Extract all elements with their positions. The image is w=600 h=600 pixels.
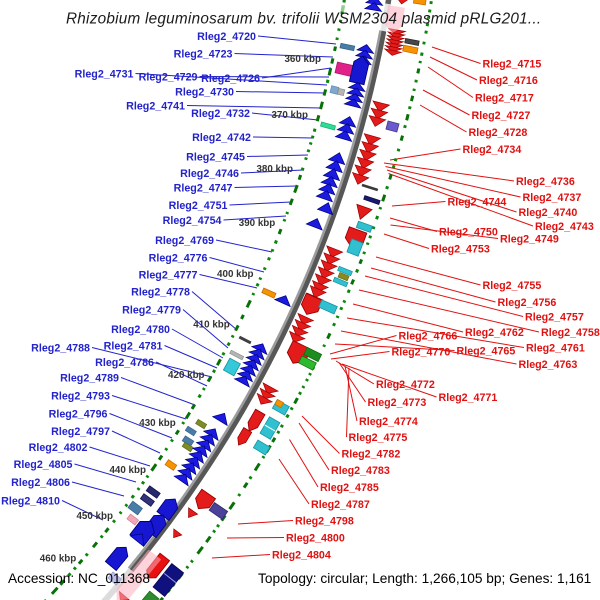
svg-text:370 kbp: 370 kbp bbox=[271, 110, 308, 121]
svg-text:Rleg2_4789: Rleg2_4789 bbox=[60, 373, 119, 385]
svg-text:Rleg2_4747: Rleg2_4747 bbox=[174, 183, 233, 195]
svg-text:Rleg2_4751: Rleg2_4751 bbox=[169, 200, 228, 212]
svg-text:410 kbp: 410 kbp bbox=[193, 320, 230, 331]
svg-text:Rleg2_4771: Rleg2_4771 bbox=[439, 392, 498, 404]
svg-text:Rleg2_4775: Rleg2_4775 bbox=[349, 432, 408, 444]
svg-text:380 kbp: 380 kbp bbox=[256, 164, 293, 175]
svg-text:Rleg2_4753: Rleg2_4753 bbox=[431, 244, 490, 256]
svg-text:Rleg2_4804: Rleg2_4804 bbox=[272, 550, 331, 562]
svg-text:Rleg2_4774: Rleg2_4774 bbox=[359, 416, 418, 428]
svg-text:Rleg2_4766: Rleg2_4766 bbox=[399, 331, 458, 343]
svg-text:Rleg2_4749: Rleg2_4749 bbox=[500, 234, 559, 246]
svg-text:460 kbp: 460 kbp bbox=[40, 554, 77, 565]
svg-text:400 kbp: 400 kbp bbox=[217, 269, 254, 280]
svg-text:Rleg2_4726: Rleg2_4726 bbox=[201, 73, 260, 85]
svg-text:Rleg2_4798: Rleg2_4798 bbox=[295, 516, 354, 528]
svg-text:Rleg2_4754: Rleg2_4754 bbox=[163, 215, 222, 227]
svg-text:Rleg2_4727: Rleg2_4727 bbox=[472, 110, 531, 122]
svg-text:Rleg2_4802: Rleg2_4802 bbox=[29, 442, 88, 454]
svg-text:Rleg2_4776: Rleg2_4776 bbox=[149, 253, 208, 265]
svg-text:Rleg2_4755: Rleg2_4755 bbox=[483, 280, 542, 292]
svg-text:Topology: circular; Length: 1,: Topology: circular; Length: 1,266,105 bp… bbox=[258, 571, 591, 586]
svg-text:Rleg2_4770: Rleg2_4770 bbox=[392, 347, 451, 359]
svg-text:Rleg2_4762: Rleg2_4762 bbox=[465, 327, 524, 339]
svg-text:Rleg2_4736: Rleg2_4736 bbox=[516, 176, 575, 188]
svg-text:Rleg2_4744: Rleg2_4744 bbox=[448, 197, 507, 209]
svg-text:Rleg2_4740: Rleg2_4740 bbox=[519, 207, 578, 219]
svg-text:Rleg2_4797: Rleg2_4797 bbox=[51, 426, 110, 438]
svg-text:Rleg2_4779: Rleg2_4779 bbox=[122, 305, 181, 317]
svg-text:Rleg2_4800: Rleg2_4800 bbox=[286, 533, 345, 545]
svg-text:Rleg2_4793: Rleg2_4793 bbox=[51, 391, 110, 403]
svg-text:Rleg2_4773: Rleg2_4773 bbox=[368, 397, 427, 409]
svg-text:Rleg2_4786: Rleg2_4786 bbox=[95, 357, 154, 369]
svg-text:Rleg2_4781: Rleg2_4781 bbox=[104, 341, 163, 353]
svg-text:Rleg2_4743: Rleg2_4743 bbox=[535, 221, 594, 233]
svg-text:420 kbp: 420 kbp bbox=[168, 370, 205, 381]
svg-text:360 kbp: 360 kbp bbox=[284, 54, 321, 65]
svg-text:440 kbp: 440 kbp bbox=[109, 465, 146, 476]
svg-text:Rleg2_4741: Rleg2_4741 bbox=[126, 101, 185, 113]
svg-text:Rleg2_4730: Rleg2_4730 bbox=[175, 87, 234, 99]
svg-text:Accession: NC_011368: Accession: NC_011368 bbox=[8, 571, 150, 586]
svg-text:Rleg2_4720: Rleg2_4720 bbox=[197, 31, 256, 43]
svg-text:Rleg2_4763: Rleg2_4763 bbox=[519, 359, 578, 371]
svg-text:Rleg2_4778: Rleg2_4778 bbox=[131, 287, 190, 299]
svg-text:Rleg2_4715: Rleg2_4715 bbox=[483, 59, 542, 71]
svg-text:Rleg2_4782: Rleg2_4782 bbox=[342, 449, 401, 461]
svg-text:Rleg2_4769: Rleg2_4769 bbox=[155, 235, 214, 247]
svg-text:Rleg2_4780: Rleg2_4780 bbox=[111, 324, 170, 336]
svg-text:Rleg2_4810: Rleg2_4810 bbox=[1, 496, 60, 508]
svg-text:Rleg2_4716: Rleg2_4716 bbox=[479, 75, 538, 87]
svg-text:Rleg2_4765: Rleg2_4765 bbox=[457, 346, 516, 358]
svg-text:Rleg2_4806: Rleg2_4806 bbox=[11, 477, 70, 489]
svg-text:Rleg2_4737: Rleg2_4737 bbox=[523, 192, 582, 204]
svg-text:Rleg2_4746: Rleg2_4746 bbox=[180, 168, 239, 180]
svg-text:Rhizobium leguminosarum bv. tr: Rhizobium leguminosarum bv. trifolii WSM… bbox=[66, 11, 541, 28]
svg-text:Rleg2_4728: Rleg2_4728 bbox=[469, 127, 528, 139]
svg-text:Rleg2_4745: Rleg2_4745 bbox=[186, 152, 245, 164]
svg-text:Rleg2_4723: Rleg2_4723 bbox=[174, 49, 233, 61]
svg-text:Rleg2_4717: Rleg2_4717 bbox=[475, 93, 534, 105]
svg-text:430 kbp: 430 kbp bbox=[139, 418, 176, 429]
svg-text:Rleg2_4805: Rleg2_4805 bbox=[14, 459, 73, 471]
svg-text:Rleg2_4731: Rleg2_4731 bbox=[75, 69, 134, 81]
svg-text:Rleg2_4757: Rleg2_4757 bbox=[525, 312, 584, 324]
svg-text:450 kbp: 450 kbp bbox=[76, 511, 113, 522]
svg-text:Rleg2_4734: Rleg2_4734 bbox=[463, 144, 522, 156]
svg-text:Rleg2_4777: Rleg2_4777 bbox=[139, 270, 198, 282]
svg-text:Rleg2_4729: Rleg2_4729 bbox=[139, 72, 198, 84]
svg-text:Rleg2_4756: Rleg2_4756 bbox=[498, 297, 557, 309]
svg-text:Rleg2_4761: Rleg2_4761 bbox=[526, 343, 585, 355]
svg-text:Rleg2_4750: Rleg2_4750 bbox=[439, 227, 498, 239]
svg-text:Rleg2_4783: Rleg2_4783 bbox=[331, 465, 390, 477]
svg-text:Rleg2_4732: Rleg2_4732 bbox=[191, 108, 250, 120]
svg-text:390 kbp: 390 kbp bbox=[239, 218, 276, 229]
svg-text:Rleg2_4788: Rleg2_4788 bbox=[31, 343, 90, 355]
svg-text:Rleg2_4796: Rleg2_4796 bbox=[49, 409, 108, 421]
svg-text:Rleg2_4772: Rleg2_4772 bbox=[376, 379, 435, 391]
svg-text:Rleg2_4785: Rleg2_4785 bbox=[320, 482, 379, 494]
svg-text:Rleg2_4742: Rleg2_4742 bbox=[192, 132, 251, 144]
svg-text:Rleg2_4758: Rleg2_4758 bbox=[541, 327, 600, 339]
svg-text:Rleg2_4787: Rleg2_4787 bbox=[311, 499, 370, 511]
